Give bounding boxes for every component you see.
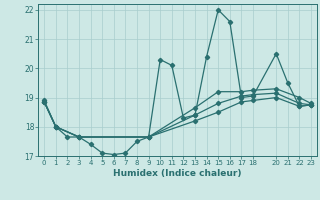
X-axis label: Humidex (Indice chaleur): Humidex (Indice chaleur) xyxy=(113,169,242,178)
